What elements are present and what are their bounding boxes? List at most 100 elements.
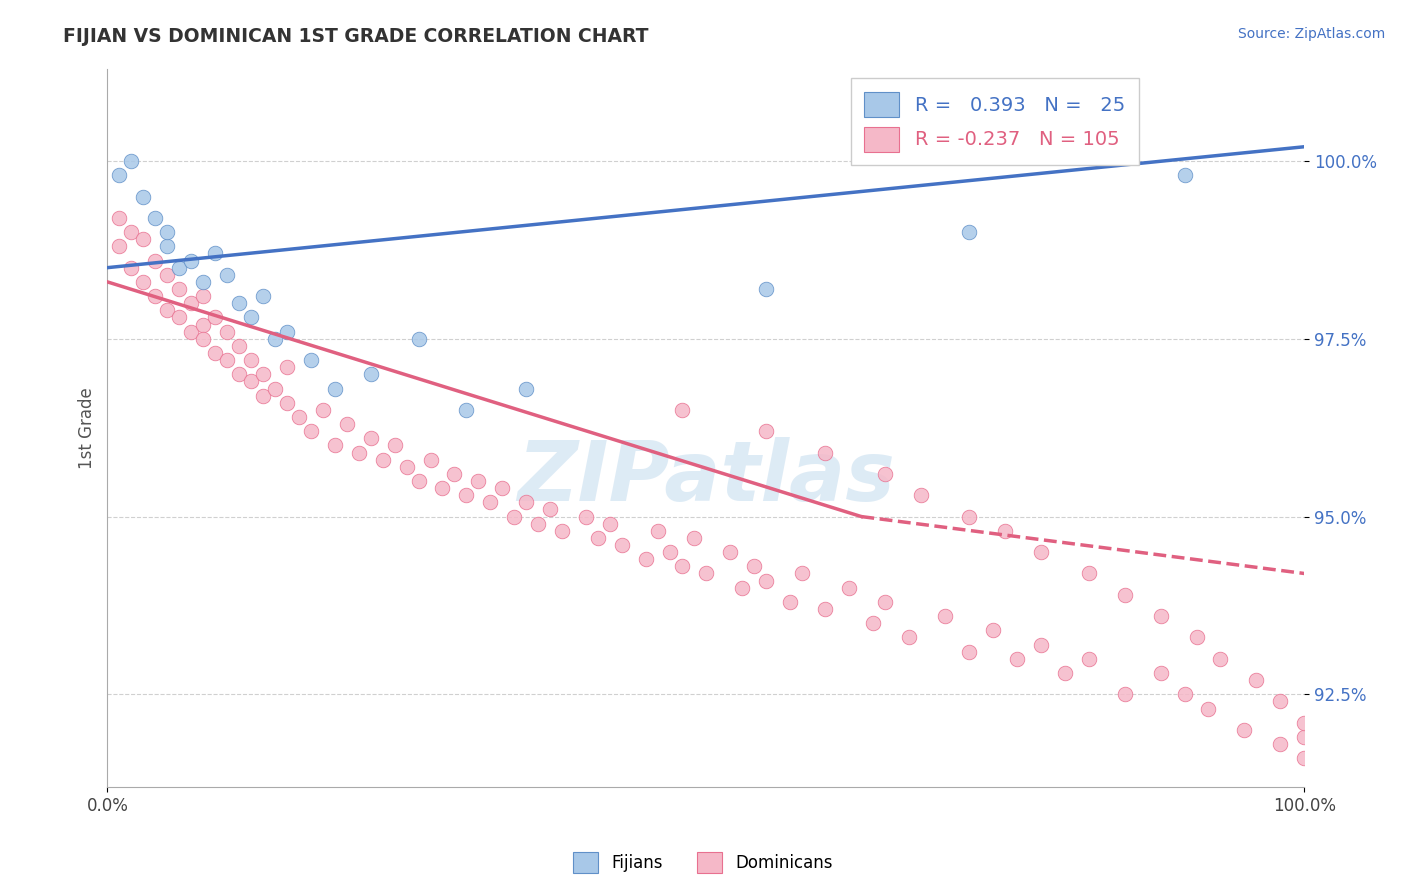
Point xyxy=(156,268,179,282)
Point xyxy=(323,438,346,452)
Point xyxy=(371,452,394,467)
Point xyxy=(503,509,526,524)
Point xyxy=(731,581,754,595)
Point xyxy=(204,310,226,325)
Point xyxy=(456,403,478,417)
Point xyxy=(695,566,717,581)
Point xyxy=(156,303,179,318)
Point xyxy=(180,325,202,339)
Point xyxy=(1077,652,1099,666)
Point xyxy=(1005,652,1028,666)
Point xyxy=(456,488,478,502)
Point xyxy=(1114,588,1136,602)
Point xyxy=(671,403,693,417)
Text: Source: ZipAtlas.com: Source: ZipAtlas.com xyxy=(1237,27,1385,41)
Point xyxy=(1294,715,1316,730)
Point xyxy=(610,538,633,552)
Point xyxy=(1294,751,1316,765)
Point xyxy=(1053,666,1076,681)
Point xyxy=(658,545,681,559)
Point xyxy=(276,396,298,410)
Point xyxy=(779,595,801,609)
Point xyxy=(910,488,932,502)
Point xyxy=(875,595,897,609)
Point xyxy=(957,509,980,524)
Point xyxy=(957,225,980,239)
Point xyxy=(120,260,142,275)
Point xyxy=(204,246,226,260)
Point xyxy=(875,467,897,481)
Point xyxy=(167,310,190,325)
Point xyxy=(994,524,1017,538)
Point xyxy=(1198,701,1220,715)
Point xyxy=(240,310,263,325)
Point xyxy=(419,452,441,467)
Point xyxy=(755,424,778,438)
Point xyxy=(515,382,537,396)
Point xyxy=(755,282,778,296)
Point xyxy=(191,289,214,303)
Point xyxy=(718,545,741,559)
Point xyxy=(1029,638,1052,652)
Point xyxy=(215,353,238,368)
Point xyxy=(1185,631,1208,645)
Point xyxy=(240,375,263,389)
Point xyxy=(575,509,598,524)
Point xyxy=(360,368,382,382)
Point xyxy=(1270,737,1292,751)
Point xyxy=(408,332,430,346)
Point xyxy=(934,609,956,624)
Point xyxy=(132,232,155,246)
Point xyxy=(408,474,430,488)
Point xyxy=(755,574,778,588)
Legend: R =   0.393   N =   25, R = -0.237   N = 105: R = 0.393 N = 25, R = -0.237 N = 105 xyxy=(851,78,1139,165)
Point xyxy=(336,417,359,431)
Point xyxy=(167,260,190,275)
Point xyxy=(215,268,238,282)
Point xyxy=(1173,687,1195,701)
Point xyxy=(180,296,202,310)
Point xyxy=(981,624,1004,638)
Point xyxy=(432,481,454,495)
Point xyxy=(240,353,263,368)
Point xyxy=(228,339,250,353)
Point xyxy=(252,368,274,382)
Point xyxy=(276,325,298,339)
Point xyxy=(467,474,489,488)
Point xyxy=(551,524,574,538)
Point xyxy=(957,645,980,659)
Point xyxy=(538,502,561,516)
Point xyxy=(143,253,166,268)
Point xyxy=(156,225,179,239)
Point xyxy=(1233,723,1256,737)
Point xyxy=(814,445,837,459)
Point xyxy=(586,531,609,545)
Point xyxy=(143,211,166,225)
Point xyxy=(838,581,860,595)
Point xyxy=(108,168,131,182)
Point xyxy=(790,566,813,581)
Point xyxy=(252,389,274,403)
Point xyxy=(252,289,274,303)
Point xyxy=(312,403,335,417)
Point xyxy=(862,616,884,631)
Point xyxy=(814,602,837,616)
Y-axis label: 1st Grade: 1st Grade xyxy=(79,387,96,468)
Point xyxy=(143,289,166,303)
Point xyxy=(384,438,406,452)
Point xyxy=(276,360,298,375)
Text: FIJIAN VS DOMINICAN 1ST GRADE CORRELATION CHART: FIJIAN VS DOMINICAN 1ST GRADE CORRELATIO… xyxy=(63,27,648,45)
Point xyxy=(180,253,202,268)
Point xyxy=(299,353,322,368)
Point xyxy=(228,368,250,382)
Point xyxy=(599,516,621,531)
Point xyxy=(191,275,214,289)
Point xyxy=(395,459,418,474)
Point xyxy=(1029,545,1052,559)
Point xyxy=(527,516,550,531)
Point xyxy=(515,495,537,509)
Point xyxy=(682,531,704,545)
Point xyxy=(742,559,765,574)
Text: ZIPatlas: ZIPatlas xyxy=(517,437,894,518)
Point xyxy=(479,495,502,509)
